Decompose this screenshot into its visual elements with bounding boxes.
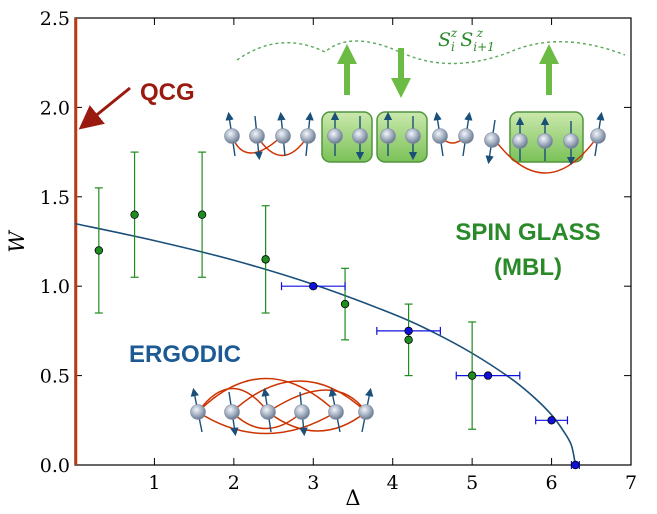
- green-data-point: [197, 210, 207, 219]
- blue-data-point: [571, 460, 580, 470]
- spin-ball: [300, 128, 316, 144]
- spin-arrow-icon: [458, 111, 474, 157]
- blue-data-point: [404, 326, 413, 336]
- spin-arrow-icon: [405, 116, 421, 161]
- y-tick-label: 1.5: [40, 187, 70, 209]
- spin-ball: [224, 404, 240, 420]
- spin-ball: [294, 404, 310, 420]
- spin-ball: [327, 128, 343, 144]
- qcg-label: QCG: [140, 79, 195, 106]
- green-data-point: [467, 371, 477, 380]
- spin-ball: [224, 128, 240, 144]
- x-tick-label: 5: [466, 472, 478, 494]
- y-axis-label: W: [5, 229, 29, 253]
- spin-ball: [275, 128, 291, 144]
- x-tick-label: 7: [625, 472, 637, 494]
- spin-arrow-icon: [512, 116, 528, 161]
- x-tick-label: 4: [387, 472, 399, 494]
- spin-arrow-icon: [484, 119, 500, 165]
- spin-arrow-icon: [275, 111, 291, 157]
- spin-arrow-icon: [358, 387, 374, 433]
- spin-arrow-icon: [300, 111, 316, 157]
- coupling-curve: [197, 411, 337, 435]
- spin-arrow-icon: [352, 116, 368, 161]
- y-tick-label: 0.5: [40, 366, 70, 388]
- spin-arrow-icon: [563, 121, 579, 166]
- blue-data-point: [547, 416, 556, 425]
- spin-ball: [484, 132, 500, 148]
- y-tick-label: 0.0: [40, 455, 70, 477]
- x-tick-label: 1: [148, 472, 160, 494]
- spin-arrow-icon: [249, 115, 265, 161]
- coupling-curve: [267, 411, 367, 432]
- mbl-label: (MBL): [494, 254, 562, 281]
- spin-ball: [405, 128, 421, 144]
- spin-arrow-icon: [294, 391, 310, 437]
- spin-ball: [563, 133, 579, 149]
- spin-arrow-icon: [537, 116, 553, 161]
- blue-data-point: [483, 371, 493, 380]
- spin-ball: [352, 128, 368, 144]
- spin-ball: [432, 128, 448, 144]
- spin-arrow-icon: [190, 387, 206, 433]
- spin-ball: [260, 404, 276, 420]
- coupling-curve: [231, 411, 303, 430]
- phase-boundary-line: [74, 222, 577, 466]
- axis-tick-labels: 1 2 3 4 5 6 7 0.0 0.5 1.0 1.5 2.0 2.5: [40, 8, 637, 494]
- zz-operator-label: Siz Si+1z: [438, 26, 495, 54]
- green-data-point: [261, 255, 270, 264]
- green-up-arrow-icon: [337, 44, 357, 95]
- coupling-curve: [267, 389, 367, 413]
- x-tick-label: 6: [546, 472, 558, 494]
- spin-ball: [328, 404, 344, 420]
- y-tick-label: 1.0: [40, 276, 70, 298]
- spin-arrow-icon: [328, 387, 344, 433]
- x-tick-label: 2: [228, 472, 240, 494]
- spin-glass-inset: Siz Si+1z: [224, 26, 626, 174]
- green-data-point: [404, 335, 413, 345]
- spin-arrow-icon: [327, 111, 343, 156]
- spin-ball: [249, 128, 265, 144]
- x-axis-label: Δ: [345, 486, 360, 510]
- spin-arrow-icon: [224, 111, 240, 157]
- green-down-arrow-icon: [391, 48, 411, 98]
- green-data-point: [130, 210, 139, 219]
- coupling-curve: [231, 380, 367, 413]
- green-data-point: [94, 246, 104, 255]
- qcg-annotation: QCG: [78, 79, 195, 130]
- zz-interaction-curve: [236, 40, 626, 65]
- coupling-curve: [197, 377, 337, 413]
- spin-ball: [358, 404, 374, 420]
- spin-arrow-icon: [260, 387, 276, 433]
- spin-pair-box: [376, 111, 428, 163]
- spin-arrow-icon: [432, 111, 448, 157]
- spin-ball: [190, 404, 206, 420]
- coupling-curve: [491, 135, 599, 174]
- coupling-curve: [256, 135, 309, 157]
- x-tick-label: 3: [307, 472, 319, 494]
- ergodic-inset: [190, 377, 374, 437]
- spin-arrow-icon: [380, 111, 396, 156]
- spin-ball: [590, 128, 606, 144]
- spin-ball: [537, 133, 553, 149]
- coupling-curve: [197, 387, 269, 413]
- y-tick-label: 2.0: [40, 97, 70, 119]
- spin-arrow-icon: [590, 111, 606, 157]
- spin-ball: [512, 133, 528, 149]
- spin-ball: [380, 128, 396, 144]
- blue-data-point: [309, 282, 318, 291]
- spin-arrow-icon: [224, 391, 240, 437]
- spin-glass-label: SPIN GLASS: [455, 219, 600, 246]
- y-tick-label: 2.5: [40, 8, 70, 30]
- green-data-point: [340, 299, 350, 309]
- ergodic-label: ERGODIC: [129, 341, 241, 368]
- green-up-arrow-icon: [539, 44, 559, 95]
- spin-ball: [458, 128, 474, 144]
